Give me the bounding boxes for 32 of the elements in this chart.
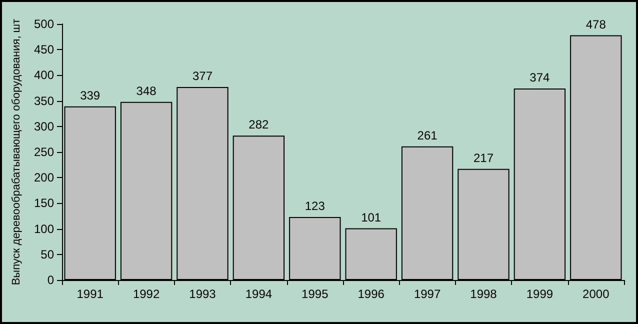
data-label: 348 bbox=[136, 84, 157, 98]
y-tick-label: 300 bbox=[34, 119, 54, 134]
data-label: 377 bbox=[192, 68, 213, 83]
x-tick-label: 1994 bbox=[245, 287, 272, 301]
x-tick-label: 1996 bbox=[358, 287, 385, 301]
y-tick-label: 0 bbox=[47, 273, 54, 287]
x-tick-label: 1992 bbox=[132, 287, 160, 301]
y-tick-label: 200 bbox=[34, 170, 54, 185]
y-tick-label: 350 bbox=[34, 94, 54, 108]
y-tick-label: 250 bbox=[34, 145, 54, 159]
x-tick-label: 1993 bbox=[189, 287, 216, 301]
x-tick-label: 1991 bbox=[76, 287, 104, 301]
y-tick-label: 450 bbox=[34, 42, 54, 57]
data-label: 101 bbox=[361, 210, 382, 224]
data-label: 123 bbox=[304, 199, 326, 214]
x-tick-label: 1995 bbox=[302, 287, 329, 301]
x-tick-label: 1998 bbox=[470, 287, 498, 301]
data-label: 339 bbox=[80, 88, 100, 102]
y-tick-label: 100 bbox=[34, 222, 54, 236]
y-tick-label: 50 bbox=[40, 247, 54, 262]
x-tick-label: 2000 bbox=[582, 287, 610, 301]
y-tick-label: 400 bbox=[34, 68, 54, 82]
data-label: 217 bbox=[473, 150, 494, 165]
data-label: 478 bbox=[586, 17, 606, 32]
y-axis-title: Выпуск деревообрабатывающего оборудования, шт bbox=[10, 18, 22, 286]
x-tick-label: 1997 bbox=[414, 287, 441, 301]
y-tick-label: 500 bbox=[34, 17, 54, 31]
data-label: 374 bbox=[530, 70, 550, 85]
data-label: 282 bbox=[248, 118, 270, 132]
data-label: 261 bbox=[417, 128, 438, 142]
y-tick-label: 150 bbox=[34, 196, 54, 210]
x-tick-label: 1999 bbox=[526, 287, 554, 301]
